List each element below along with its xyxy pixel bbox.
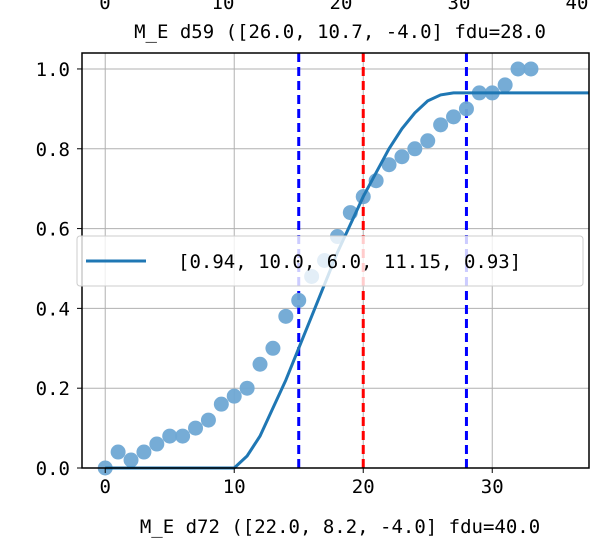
top-tick-label: 20	[330, 0, 353, 14]
scatter-point	[291, 292, 307, 308]
top-title: M_E d59 ([26.0, 10.7, -4.0] fdu=28.0	[134, 21, 546, 43]
scatter-point	[175, 428, 191, 444]
y-tick-label: 0.0	[36, 458, 70, 480]
legend-label: [0.94, 10.0, 6.0, 11.15, 0.93]	[178, 251, 521, 273]
y-tick-label: 0.8	[36, 139, 70, 161]
scatter-point	[239, 380, 255, 396]
x-tick-label: 10	[223, 476, 246, 498]
scatter-point	[458, 101, 474, 117]
scatter-point	[394, 149, 410, 165]
y-tick-label: 0.2	[36, 378, 70, 400]
y-tick-label: 0.6	[36, 219, 70, 241]
scatter-point	[523, 61, 539, 77]
scatter-point	[278, 308, 294, 324]
scatter-point	[149, 436, 165, 452]
fit-line-series	[105, 91, 589, 470]
x-axis-label: M_E d72 ([22.0, 8.2, -4.0] fdu=40.0	[140, 516, 540, 538]
y-tick-label: 0.4	[36, 298, 70, 320]
top-tick-label: 40	[566, 0, 589, 14]
scatter-point	[407, 141, 423, 157]
scatter-point	[252, 356, 268, 372]
scatter-point	[213, 396, 229, 412]
scatter-point	[110, 444, 126, 460]
scatter-point	[226, 388, 242, 404]
top-tick-label: 0	[99, 0, 110, 14]
line-layer	[105, 91, 589, 470]
scatter-point	[123, 452, 139, 468]
legend: [0.94, 10.0, 6.0, 11.15, 0.93]	[76, 235, 584, 287]
tick-layer: 0 10 20 30 0.0 0.2 0.4 0.6 0.8 1.0 0 10 20 30 40	[36, 0, 589, 498]
scatter-point	[200, 412, 216, 428]
scatter-point	[162, 428, 178, 444]
y-tick-label: 1.0	[36, 59, 70, 81]
scatter-point	[188, 420, 204, 436]
scatter-point	[381, 157, 397, 173]
scatter-point	[446, 109, 462, 125]
x-tick-label: 30	[481, 476, 504, 498]
scatter-point	[497, 77, 513, 93]
scatter-point	[433, 117, 449, 133]
scatter-point	[510, 61, 526, 77]
scatter-point	[136, 444, 152, 460]
scatter-point	[265, 340, 281, 356]
x-tick-label: 20	[352, 476, 375, 498]
legend-box	[76, 235, 584, 287]
top-tick-label: 10	[212, 0, 235, 14]
top-tick-label: 30	[448, 0, 471, 14]
scatter-point	[420, 133, 436, 149]
x-tick-label: 0	[99, 476, 110, 498]
